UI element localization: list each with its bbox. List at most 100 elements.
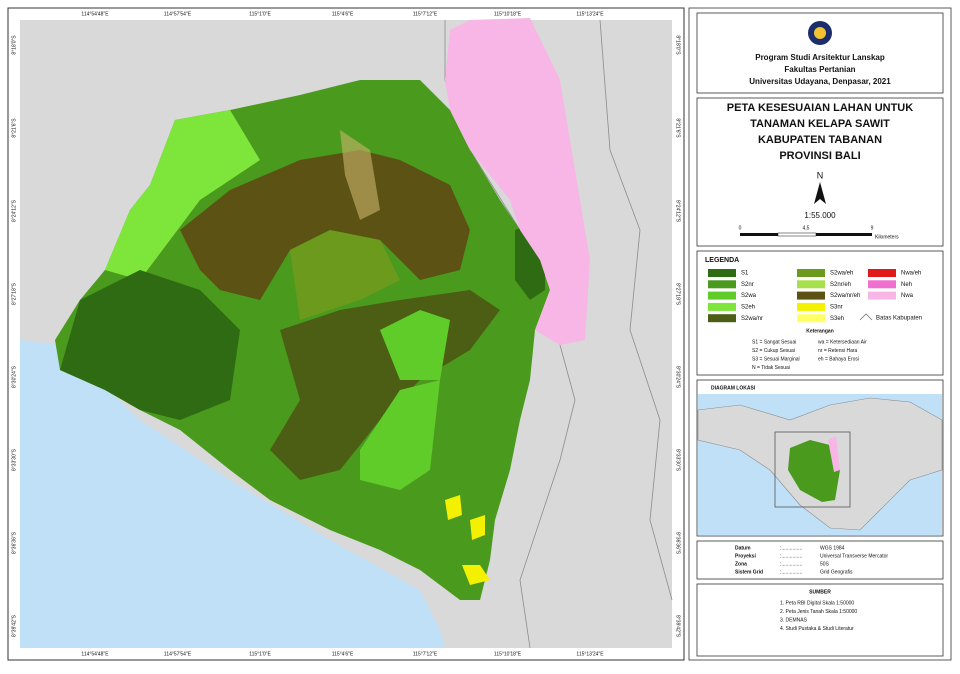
legend-swatch [797,291,825,300]
institution-line: Program Studi Arsitektur Lanskap [755,53,885,62]
legend-title: LEGENDA [705,257,739,264]
projection-value: 50S [820,561,830,567]
projection-value: Universal Transverse Mercator [820,553,888,559]
location-title: DIAGRAM LOKASI [711,385,756,391]
source-line: 2. Peta Jenis Tanah Skala 1:50000 [780,609,857,615]
legend-label: S1 [741,271,749,277]
scalebar-label: 4,5 [803,225,810,231]
scalebar-segment [816,233,872,236]
legend-label: Nwa/eh [901,271,921,277]
projection-key: Proyeksi [735,553,756,559]
location-nwa [828,436,840,472]
legend-swatch [708,314,736,323]
longitude-label: 115°7'12"E [413,651,438,657]
note-line: wa = Ketersediaan Air [818,339,867,345]
legend-swatch [868,280,896,289]
longitude-label: 115°10'18"E [494,11,522,17]
location-tabanan [788,440,840,502]
university-logo-inner [814,27,826,39]
legend-swatch [797,302,825,311]
legend-swatch [797,280,825,289]
source-line: 3. DEMNAS [780,617,808,623]
legend-swatch [797,314,825,323]
legend-label: S2eh [741,304,755,310]
latitude-label: 8°24'12"S [675,200,681,223]
latitude-label: 8°30'24"S [11,365,17,388]
legend-label: S3eh [830,316,844,322]
latitude-label: 8°39'42"S [11,614,17,637]
legend-label: S2wa [741,293,757,299]
longitude-label: 114°54'48"E [81,11,109,17]
longitude-label: 114°57'54"E [164,11,192,17]
notes: S1 = Sangat Sesuai S2 = Cukup Sesuai S3 = … [752,339,867,371]
latitude-label: 8°36'36"S [675,532,681,555]
longitude-label: 115°10'18"E [494,651,522,657]
legend-label: S2wa/nr/eh [830,293,860,299]
legend-label: S2nr [741,282,754,288]
note-line: S2 = Cukup Sesuai [752,348,795,354]
location-extent [774,431,851,508]
map-title: PROVINSI BALI [779,150,860,162]
longitude-label: 115°13'24"E [576,11,604,17]
latitude-label: 8°24'12"S [11,199,17,222]
sea [20,340,445,648]
longitude-label: 115°4'6"E [332,11,354,17]
legend-swatch [708,302,736,311]
north-label: N [817,170,824,180]
location-diagram [697,394,943,535]
boundary-symbol [859,313,873,321]
scalebar-segment [777,232,817,237]
latitude-label: 8°39'42"S [675,615,681,638]
zone-s2wanreh [180,150,470,300]
scalebar-unit: Kilometers [875,234,899,240]
institution-line: Fakultas Pertanian [784,65,855,74]
legend-label: Nwa [901,293,914,299]
legend-label: Neh [901,282,912,288]
zone-s2wa [360,380,440,490]
legend-swatch [708,291,736,300]
scalebar-label: 9 [871,225,874,231]
longitude-label: 114°57'54"E [164,651,192,657]
legend-label: S3nr [830,304,843,310]
legend-label: S2wa/nr [741,316,763,322]
zone-s3nr [462,565,490,585]
north-arrow [814,182,826,204]
latitude-label: 8°21'6"S [675,118,681,138]
legend-swatch [708,280,736,289]
longitude-label: 115°13'24"E [576,651,604,657]
scalebar-label: 0 [739,225,742,231]
map-title: PETA KESESUAIAN LAHAN UNTUK [727,102,913,114]
note-line: nr = Retensi Hara [818,348,858,354]
note-line: S3 = Sesuai Marginal [752,356,800,362]
longitude-label: 115°4'6"E [332,651,354,657]
longitude-label: 114°54'48"E [81,651,109,657]
map-title: TANAMAN KELAPA SAWIT [750,118,890,130]
scalebar-segment [740,233,778,236]
latitude-label: 8°27'18"S [675,283,681,306]
legend-label: Batas Kabupaten [876,316,922,322]
latitude-label: 8°33'30"S [11,448,17,471]
legend-label: S2wa/eh [830,271,853,277]
legend-swatch [868,269,896,277]
legend-swatch [797,269,825,277]
sources-title: SUMBER [809,589,831,595]
projection-key: Datum [735,545,751,551]
district-boundary [599,19,673,601]
zone-s2waeh [290,230,400,320]
latitude-label: 8°30'24"S [675,366,681,389]
coordinate-labels: 114°54'48"E 114°54'48"E 114°57'54"E 114°57'… [11,11,680,657]
legend: S1 S2nr S2wa S2eh S2wa/nr S2wa/eh S2nr/eh S2wa/… [708,269,921,323]
map-title: KABUPATEN TABANAN [758,134,882,146]
zone-s3nr [445,495,462,520]
projection-key: Sistem Grid [735,569,763,575]
zone-s1 [60,270,240,420]
notes-title: Keterangan [806,328,834,334]
zone-nwa [445,18,590,345]
legend-swatch [708,269,736,277]
scale-text: 1:55.000 [804,211,836,220]
projection-separator: :............... [780,553,802,559]
legend-swatch [868,291,896,300]
projection: Datum:............... WGS 1984 Proyeksi:..… [735,545,888,575]
